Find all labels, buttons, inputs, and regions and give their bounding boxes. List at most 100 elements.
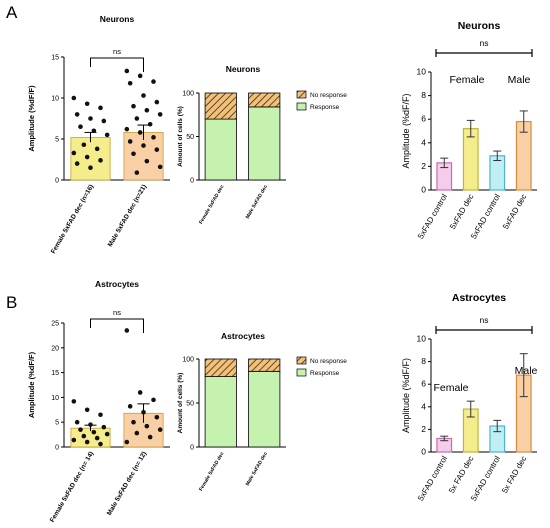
b-scatter-data-point	[104, 431, 110, 437]
a-scatter-bar	[70, 136, 111, 181]
a-means-y-tick-label: 6	[421, 114, 426, 124]
b-scatter-data-point	[157, 427, 163, 432]
b-means-y-tick-label: 0	[421, 447, 426, 457]
a-means-y-tick-label: 10	[417, 67, 427, 77]
b-scatter-data-point	[98, 412, 103, 418]
b-scatter-y-axis-label: Amplitude (%dF/F)	[27, 351, 36, 418]
a-scatter-data-point	[154, 99, 160, 105]
b-stacked-category-label: Male 5xFAD dec	[245, 451, 269, 487]
a-stacked-title: Neurons	[226, 64, 261, 74]
a-scatter-data-point	[154, 147, 160, 152]
b-scatter-data-point	[88, 422, 93, 427]
a-scatter-data-point	[157, 164, 163, 170]
b-stacked-category-label: Female 5xFAD dec	[198, 451, 225, 492]
a-scatter-data-point	[144, 158, 150, 164]
a-means-y-tick-label: 0	[421, 185, 426, 195]
a-scatter-y-tick-label: 5	[55, 137, 59, 144]
b-means-y-tick-label: 2	[421, 424, 426, 434]
a-scatter-y-tick-label: 0	[55, 178, 59, 185]
a-scatter-data-point	[147, 121, 153, 127]
b-means-category-label: 5xFAD control	[416, 454, 449, 502]
a-scatter-data-point	[124, 126, 130, 132]
b-scatter-y-tick-label: 15	[51, 370, 59, 377]
b-scatter-data-point	[94, 435, 100, 441]
b-stacked-segment-response	[204, 376, 237, 448]
a-scatter-data-point	[104, 132, 110, 138]
b-scatter-y-tick-label: 5	[55, 420, 59, 427]
a-scatter-data-point	[134, 170, 140, 175]
b-stacked-y-tick-label: 50	[186, 401, 194, 408]
a-scatter-data-point	[88, 165, 93, 170]
a-stacked-y-axis-label: Amount of cells (%)	[177, 106, 184, 167]
a-scatter-data-point	[144, 108, 150, 113]
a-means-y-tick-label: 8	[421, 90, 426, 100]
b-scatter-significance-bracket	[90, 318, 144, 333]
a-scatter-data-point	[151, 135, 156, 140]
a-scatter-bar	[123, 132, 164, 181]
a-stacked-y-tick-label: 100	[182, 91, 194, 98]
b-means-y-tick-label: 10	[417, 334, 427, 344]
a-scatter-data-point	[94, 146, 100, 152]
b-scatter-data-point	[137, 390, 143, 395]
b-scatter-data-point	[91, 429, 97, 435]
a-scatter-y-axis-label: Amplitude (%dF/F)	[27, 85, 36, 152]
panel-letter-a: A	[6, 3, 18, 22]
a-stacked-category-label: Male 5xFAD dec	[245, 184, 269, 220]
a-stacked-y-tick-label: 0	[190, 178, 194, 185]
a-stacked-legend-label: Response	[310, 104, 340, 111]
a-stacked-y-tick-label: 50	[186, 134, 194, 141]
b-scatter-data-point	[124, 328, 130, 333]
b-means-title: Astrocytes	[452, 292, 506, 304]
a-scatter-data-point	[84, 154, 90, 160]
a-means-y-tick-label: 2	[421, 161, 426, 171]
b-means-significance-label: ns	[480, 315, 489, 325]
b-stacked-y-axis-label: Amount of cells (%)	[177, 373, 184, 434]
a-scatter-category-label: Male 5xFAD dec (n=21)	[107, 184, 148, 249]
b-scatter-data-point	[134, 430, 140, 436]
a-scatter-data-point	[124, 68, 130, 74]
a-stacked-legend-label: No response	[310, 92, 347, 99]
b-stacked-segment-no-response	[204, 358, 237, 378]
a-stacked-category-label: Female 5xFAD dec	[198, 184, 225, 225]
b-scatter-data-point	[74, 419, 80, 425]
a-stacked-legend-swatch	[296, 90, 307, 99]
b-means-y-tick-label: 8	[421, 356, 426, 366]
a-scatter-data-point	[141, 93, 146, 98]
a-scatter-data-point	[74, 112, 80, 117]
panel-a-stacked-chart: 0 50 100 Amount of cells (%) Neurons Female 5…	[177, 64, 347, 225]
b-stacked-legend-label: Response	[310, 370, 340, 377]
a-stacked-segment-response	[204, 118, 237, 181]
b-means-category-label: 5x FAD dec	[500, 455, 528, 495]
b-scatter-data-point	[124, 439, 130, 445]
b-scatter-data-point	[101, 424, 107, 430]
a-scatter-data-point	[101, 118, 107, 124]
b-stacked-segment-no-response	[248, 358, 281, 372]
b-stacked-segment-response	[248, 370, 281, 448]
b-scatter-data-point	[147, 434, 153, 440]
a-stacked-segment-no-response	[248, 92, 281, 108]
b-scatter-data-point	[84, 407, 90, 413]
b-scatter-data-point	[151, 397, 156, 403]
b-scatter-data-point	[84, 439, 90, 445]
b-scatter-data-point	[81, 433, 87, 439]
b-scatter-data-point	[144, 423, 150, 429]
a-stacked-segment-response	[248, 106, 281, 181]
a-scatter-data-point	[134, 116, 140, 121]
a-means-group-label: Female	[449, 74, 484, 86]
a-means-category-label: 5xFAD control	[469, 192, 502, 240]
a-scatter-title: Neurons	[100, 14, 135, 24]
b-scatter-y-tick-label: 20	[51, 345, 59, 352]
b-stacked-legend-swatch	[296, 368, 307, 377]
b-scatter-data-point	[71, 437, 77, 443]
a-scatter-data-point	[157, 112, 163, 117]
b-scatter-title: Astrocytes	[95, 279, 139, 289]
a-scatter-data-point	[151, 79, 156, 84]
a-scatter-category-label: Female 5xFAD dec (n=16)	[50, 184, 95, 256]
a-scatter-data-point	[91, 128, 97, 134]
a-means-group-label: Male	[508, 74, 531, 86]
a-scatter-data-point	[131, 151, 136, 157]
a-scatter-data-point	[74, 161, 80, 166]
b-scatter-data-point	[71, 399, 77, 404]
b-scatter-data-point	[127, 404, 133, 409]
b-stacked-title: Astrocytes	[221, 331, 265, 341]
